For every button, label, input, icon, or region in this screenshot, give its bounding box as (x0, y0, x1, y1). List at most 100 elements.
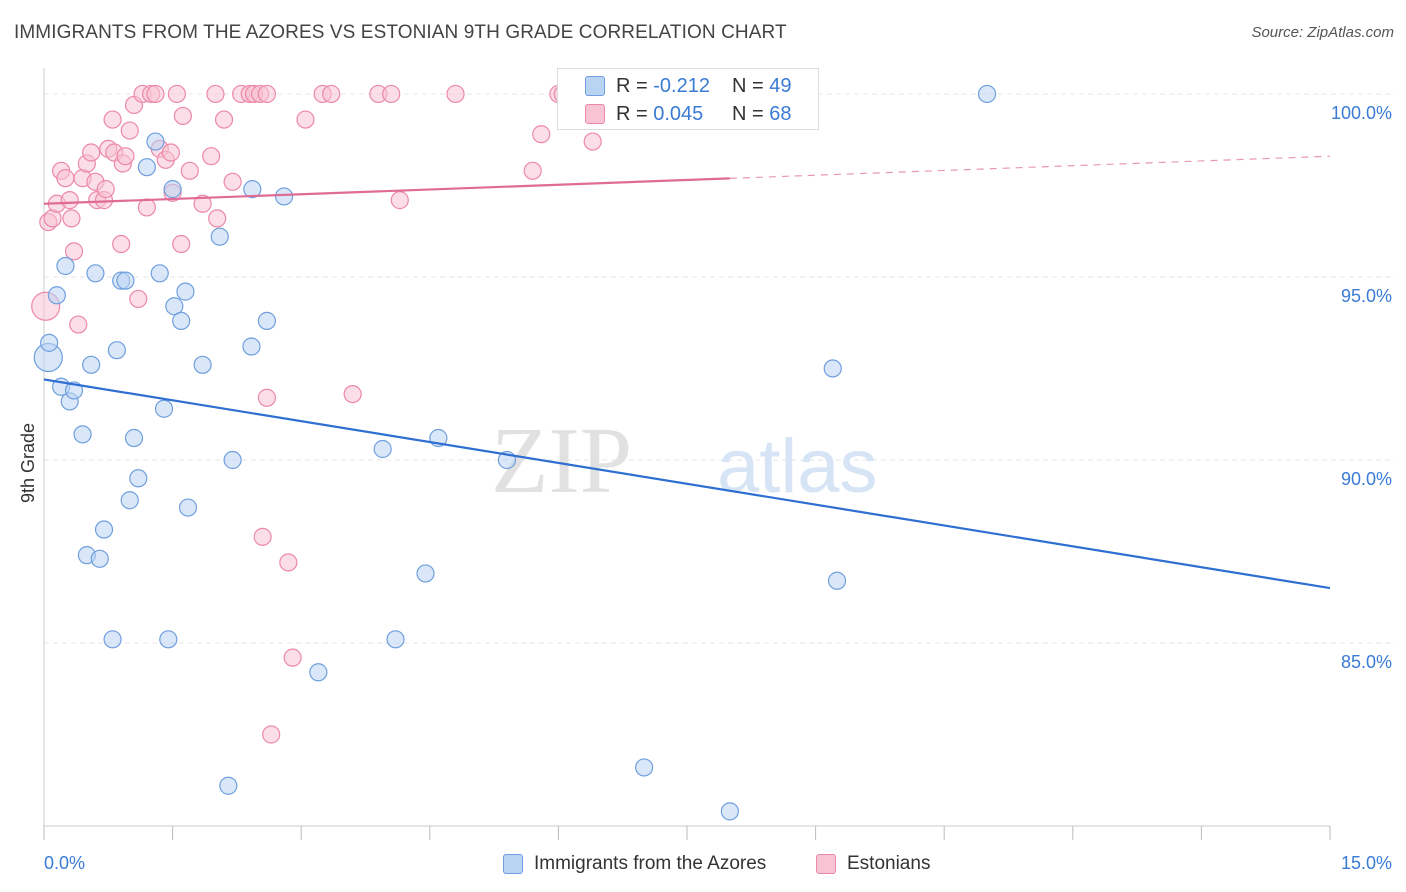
grid-lines (44, 93, 1395, 644)
bottom-legend-label-azores: Immigrants from the Azores (534, 853, 767, 874)
point-azores (154, 399, 174, 418)
point-azores (219, 776, 238, 795)
point-estonians (532, 125, 551, 144)
point-estonians (60, 191, 79, 210)
point-azores (129, 469, 148, 488)
point-azores (178, 498, 198, 517)
trend-line-azores (43, 378, 1331, 590)
point-azores (40, 333, 59, 352)
point-estonians (262, 725, 281, 744)
x-tick-label-max: 15.0% (1341, 853, 1392, 873)
point-azores (137, 158, 156, 177)
point-azores (120, 491, 139, 510)
point-azores (720, 802, 739, 821)
point-azores (124, 428, 144, 448)
legend-row-azores: R = -0.212 N = 49 (558, 72, 820, 100)
point-azores (635, 758, 654, 777)
point-azores (827, 571, 847, 590)
point-azores (416, 564, 435, 583)
watermark-atlas: atlas (717, 424, 878, 509)
point-estonians (390, 191, 409, 210)
point-estonians (583, 132, 602, 151)
legend-r-estonians: R = 0.045 (616, 102, 704, 125)
x-tick-label-min: 0.0% (44, 853, 85, 873)
point-estonians (103, 110, 122, 129)
point-azores (257, 311, 277, 330)
trend-line-estonians-extension (729, 155, 1331, 179)
watermark: ZIP atlas (491, 409, 878, 513)
point-estonians (257, 388, 277, 407)
point-estonians (82, 143, 101, 162)
point-estonians (167, 84, 186, 104)
point-azores (116, 271, 135, 290)
point-estonians (64, 242, 84, 261)
point-azores (176, 282, 195, 301)
y-tick-label: 90.0% (1341, 469, 1392, 489)
bottom-legend-swatch-azores (503, 854, 523, 874)
point-estonians (62, 209, 81, 228)
point-azores (172, 311, 191, 330)
point-azores (163, 180, 182, 199)
point-azores (242, 337, 261, 356)
point-estonians (96, 180, 115, 199)
point-azores (150, 264, 169, 283)
legend-swatch-estonians (585, 104, 605, 124)
y-tick-label: 100.0% (1331, 103, 1392, 123)
point-estonians (214, 110, 234, 129)
point-estonians (112, 234, 131, 254)
point-estonians (208, 209, 227, 228)
point-azores (73, 425, 92, 444)
point-estonians (137, 198, 156, 217)
bottom-legend-estonians: Estonians (816, 850, 930, 878)
trend-line-estonians (43, 177, 730, 205)
point-azores (977, 84, 997, 104)
point-azores (90, 549, 109, 568)
point-estonians (279, 553, 298, 572)
point-azores (823, 359, 842, 378)
point-azores (193, 355, 212, 374)
point-estonians (161, 143, 180, 162)
axis-labels: 85.0% 90.0% 95.0% 100.0% 0.0% 15.0% 9th Grade (18, 103, 1392, 873)
legend-row-estonians: R = 0.045 N = 68 (558, 100, 820, 128)
point-estonians (172, 234, 191, 254)
point-estonians (206, 84, 225, 104)
y-axis-title: 9th Grade (18, 423, 38, 503)
point-estonians (146, 84, 165, 104)
legend-r-azores: R = -0.212 (616, 74, 710, 97)
point-estonians (283, 648, 302, 667)
point-estonians (202, 147, 221, 166)
point-azores (386, 630, 405, 649)
point-azores (94, 520, 114, 539)
trend-lines (43, 155, 1331, 590)
point-estonians (382, 84, 401, 104)
legend-swatch-azores (585, 76, 605, 96)
point-estonians (257, 84, 277, 104)
point-azores (309, 663, 328, 682)
point-estonians (296, 110, 315, 129)
point-azores (243, 180, 262, 199)
point-estonians (56, 169, 75, 188)
point-estonians (253, 527, 272, 546)
point-estonians (446, 84, 465, 104)
chart-title: IMMIGRANTS FROM THE AZORES VS ESTONIAN 9… (14, 22, 787, 43)
legend-n-estonians: N = 68 (732, 102, 792, 125)
bottom-legend-label-estonians: Estonians (847, 853, 931, 874)
source-credit: Source: ZipAtlas.com (1251, 24, 1394, 41)
axes (43, 68, 1331, 840)
point-azores (64, 381, 84, 400)
point-azores (47, 286, 66, 305)
point-azores (86, 264, 105, 283)
legend-n-azores: N = 49 (732, 74, 792, 97)
point-azores (107, 341, 126, 360)
point-azores (165, 297, 184, 316)
point-azores (146, 132, 165, 151)
point-azores (373, 439, 392, 459)
point-estonians (173, 106, 192, 126)
point-azores (274, 187, 294, 206)
point-estonians (129, 289, 148, 309)
point-azores (103, 630, 122, 649)
point-estonians (322, 84, 341, 104)
point-estonians (223, 172, 242, 191)
point-azores (223, 450, 242, 470)
point-estonians (116, 147, 135, 166)
